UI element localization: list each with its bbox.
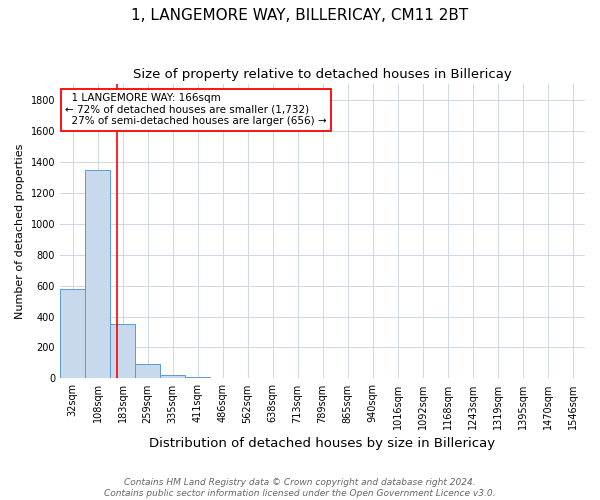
Text: Contains HM Land Registry data © Crown copyright and database right 2024.
Contai: Contains HM Land Registry data © Crown c… — [104, 478, 496, 498]
Bar — [110, 324, 135, 378]
X-axis label: Distribution of detached houses by size in Billericay: Distribution of detached houses by size … — [149, 437, 496, 450]
Bar — [160, 375, 185, 378]
Bar — [135, 364, 160, 378]
Bar — [85, 170, 110, 378]
Title: Size of property relative to detached houses in Billericay: Size of property relative to detached ho… — [133, 68, 512, 80]
Bar — [185, 377, 210, 378]
Y-axis label: Number of detached properties: Number of detached properties — [15, 144, 25, 319]
Text: 1 LANGEMORE WAY: 166sqm
← 72% of detached houses are smaller (1,732)
  27% of se: 1 LANGEMORE WAY: 166sqm ← 72% of detache… — [65, 94, 327, 126]
Text: 1, LANGEMORE WAY, BILLERICAY, CM11 2BT: 1, LANGEMORE WAY, BILLERICAY, CM11 2BT — [131, 8, 469, 22]
Bar — [60, 290, 85, 378]
